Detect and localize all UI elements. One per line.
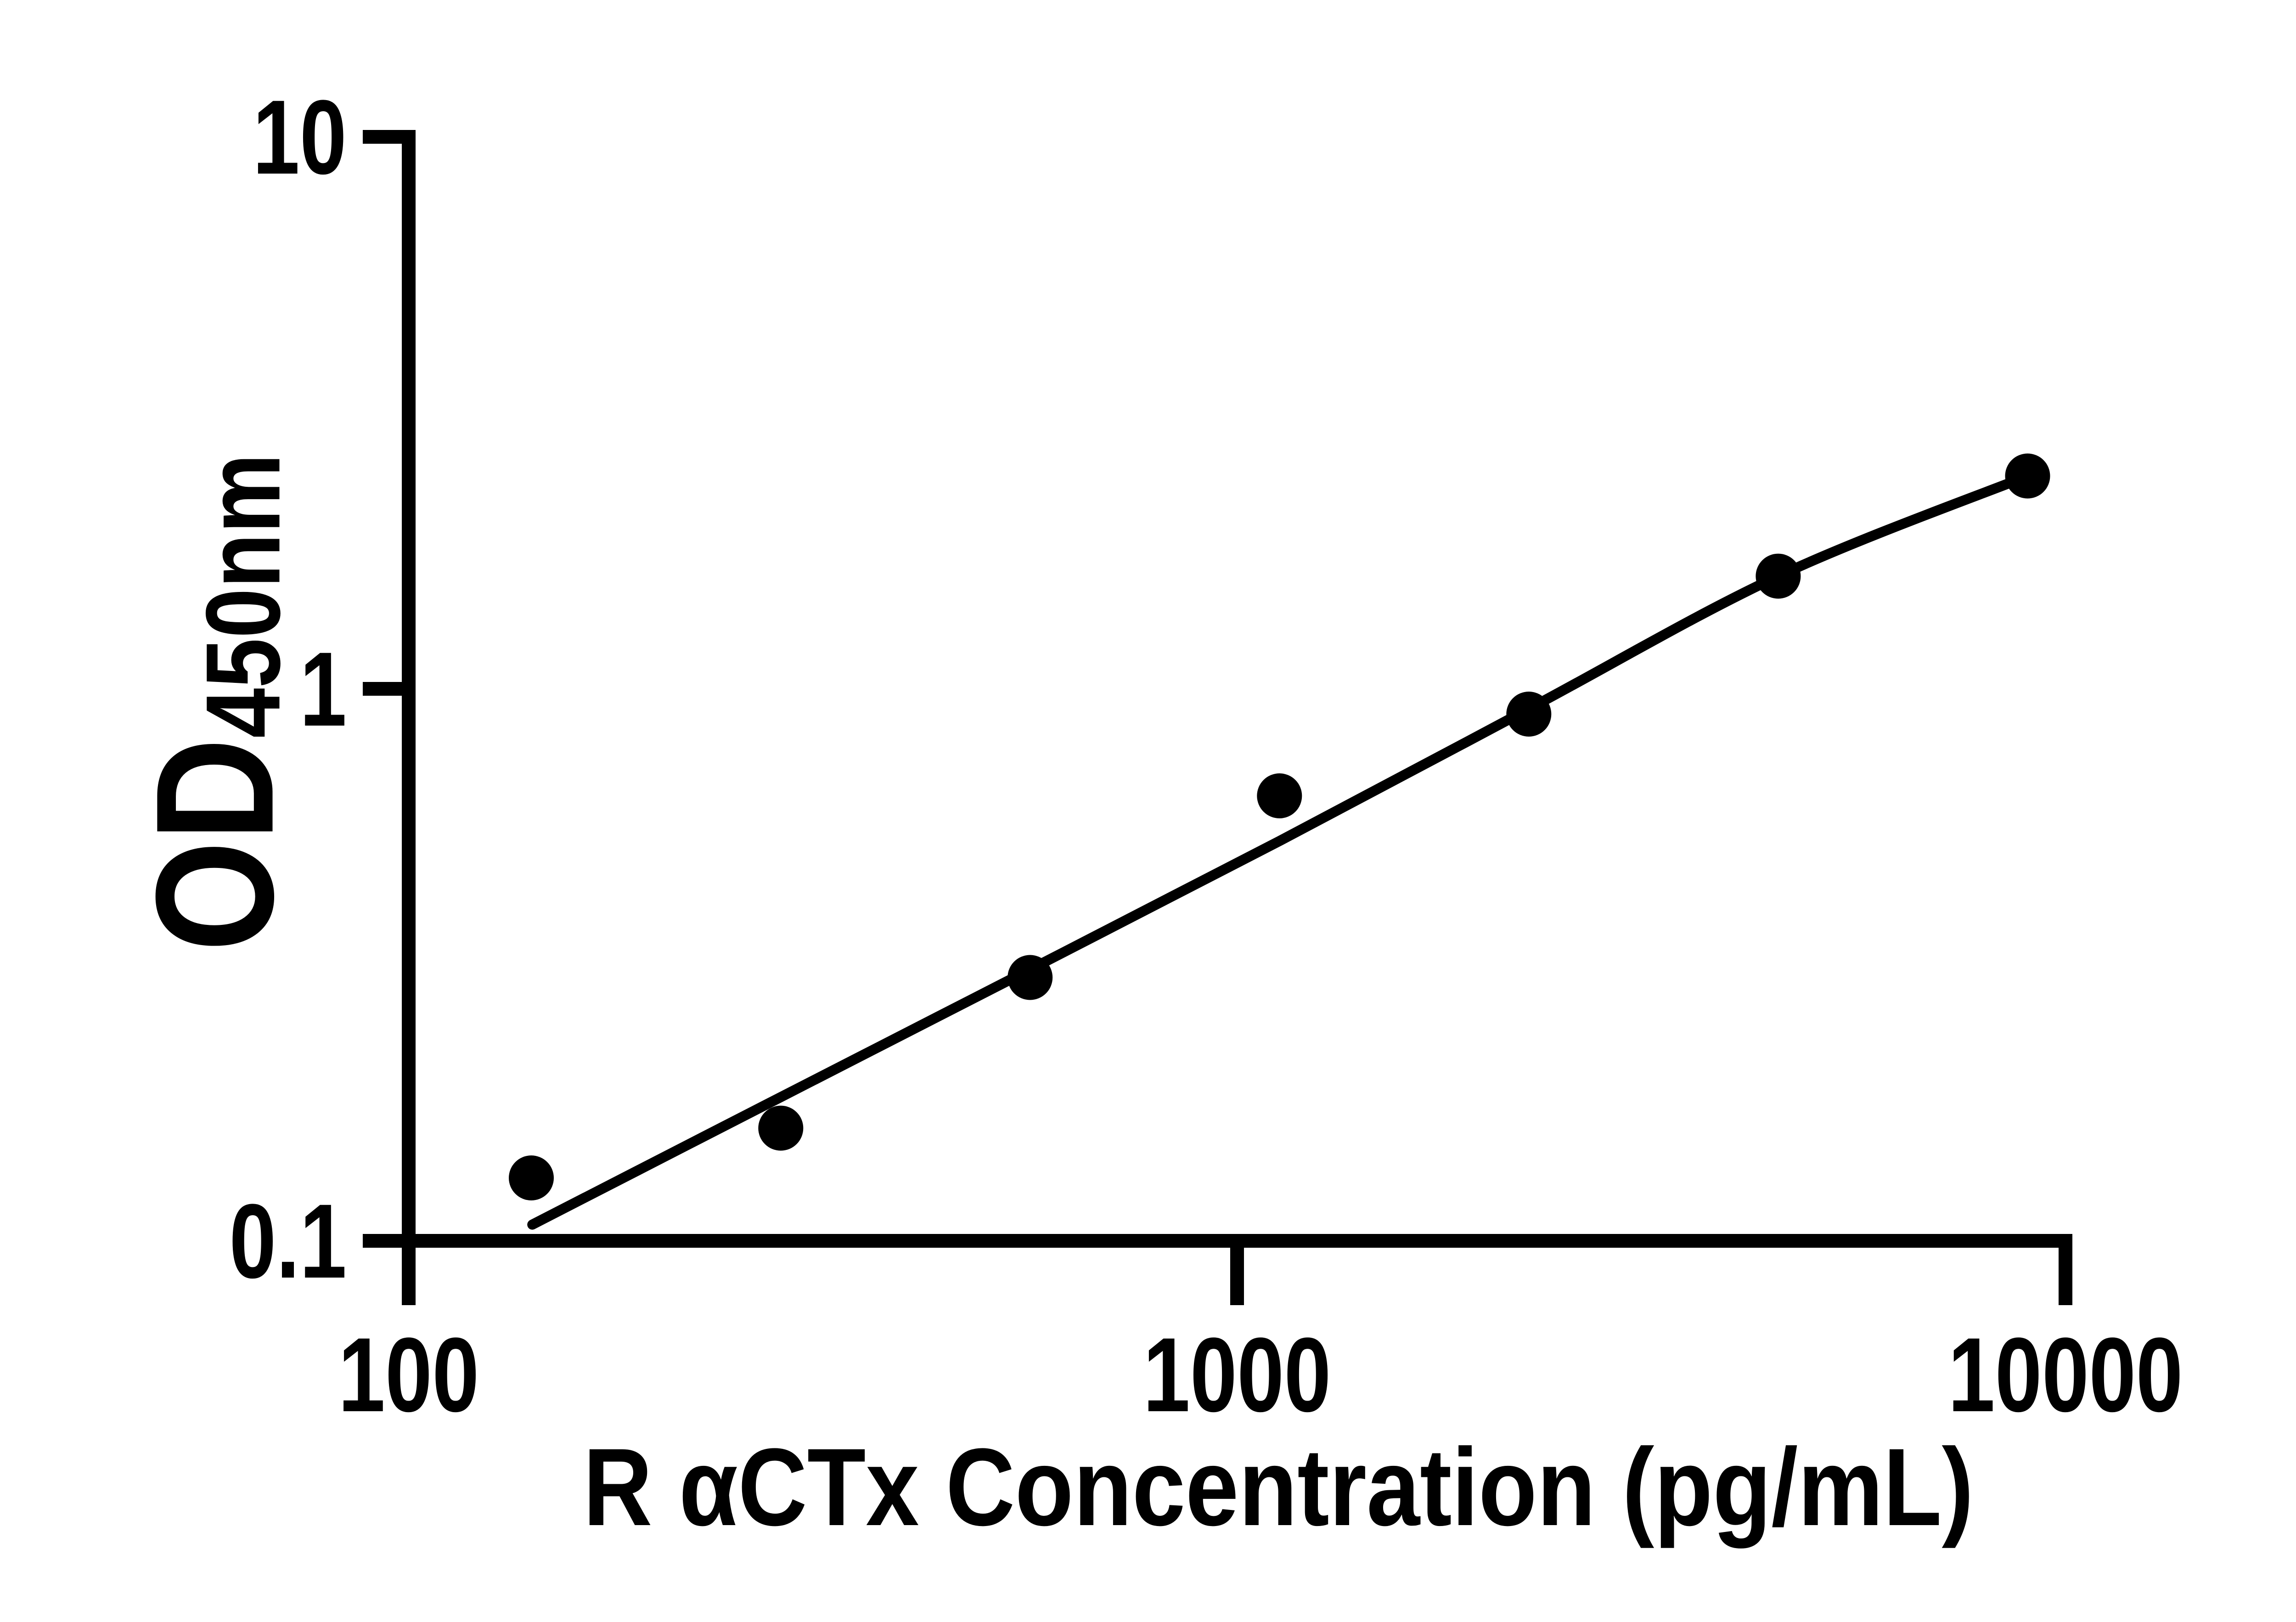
- x-tick-label-100: 100: [338, 1316, 479, 1434]
- tick-labels: 10 1 0.1 100 1000 10000: [229, 78, 2183, 1434]
- axes: [402, 130, 2072, 1248]
- y-tick-label-1: 1: [300, 630, 347, 748]
- y-axis-title: OD450nm: [122, 453, 309, 952]
- data-point: [2005, 453, 2050, 499]
- x-tick-label-1000: 1000: [1143, 1316, 1331, 1434]
- y-tick-10: [363, 130, 409, 144]
- data-point: [1756, 553, 1801, 599]
- y-tick-1: [363, 682, 409, 696]
- x-tick-label-10000: 10000: [1948, 1316, 2183, 1434]
- y-tick-label-0.1: 0.1: [229, 1182, 347, 1300]
- data-point: [509, 1155, 554, 1200]
- x-tick-1000: [1230, 1241, 1244, 1305]
- axis-ticks: [363, 130, 2072, 1305]
- y-axis-title-main: OD: [121, 738, 309, 952]
- x-tick-10000: [2059, 1241, 2072, 1305]
- fit-curve: [527, 471, 2033, 1230]
- fit-curve-layer: [527, 471, 2033, 1230]
- x-axis-title: R αCTx Concentration (pg/mL): [583, 1425, 1974, 1549]
- data-point: [1257, 773, 1302, 818]
- data-point: [1506, 692, 1552, 737]
- y-tick-label-10: 10: [253, 78, 347, 196]
- x-tick-100: [402, 1241, 416, 1305]
- y-axis-title-subscript: 450nm: [184, 453, 302, 738]
- data-point: [758, 1105, 804, 1151]
- data-points-layer: [509, 453, 2050, 1200]
- data-point: [1007, 955, 1053, 1000]
- y-tick-0.1: [363, 1234, 409, 1248]
